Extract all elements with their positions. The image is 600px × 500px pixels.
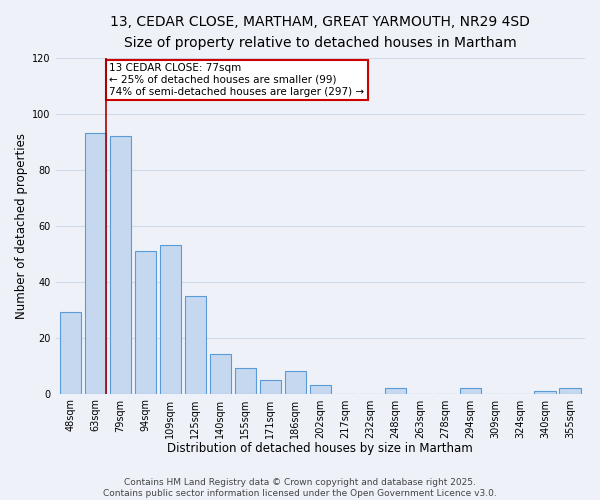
Bar	[260, 380, 281, 394]
Bar	[535, 391, 556, 394]
Bar	[85, 134, 106, 394]
Bar	[60, 312, 81, 394]
Y-axis label: Number of detached properties: Number of detached properties	[15, 132, 28, 318]
Bar	[559, 388, 581, 394]
Text: 13 CEDAR CLOSE: 77sqm
← 25% of detached houses are smaller (99)
74% of semi-deta: 13 CEDAR CLOSE: 77sqm ← 25% of detached …	[109, 64, 364, 96]
Bar	[235, 368, 256, 394]
Bar	[160, 245, 181, 394]
Bar	[210, 354, 231, 394]
X-axis label: Distribution of detached houses by size in Martham: Distribution of detached houses by size …	[167, 442, 473, 455]
Bar	[185, 296, 206, 394]
Bar	[460, 388, 481, 394]
Bar	[135, 251, 156, 394]
Bar	[110, 136, 131, 394]
Text: Contains HM Land Registry data © Crown copyright and database right 2025.
Contai: Contains HM Land Registry data © Crown c…	[103, 478, 497, 498]
Bar	[385, 388, 406, 394]
Title: 13, CEDAR CLOSE, MARTHAM, GREAT YARMOUTH, NR29 4SD
Size of property relative to : 13, CEDAR CLOSE, MARTHAM, GREAT YARMOUTH…	[110, 15, 530, 50]
Bar	[284, 371, 306, 394]
Bar	[310, 385, 331, 394]
